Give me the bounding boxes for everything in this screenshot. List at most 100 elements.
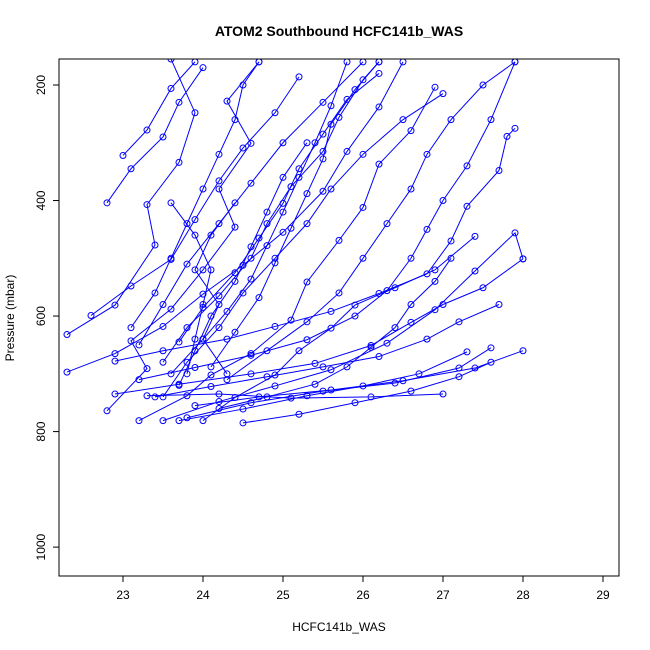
data-point-1-1 [63, 331, 71, 339]
x-tick-label-27: 27 [436, 588, 450, 602]
data-point-29-5 [303, 220, 311, 228]
data-point-16-8 [423, 225, 431, 233]
data-point-11-1 [199, 417, 207, 425]
data-point-9-8 [479, 284, 487, 292]
data-point-8-5 [415, 370, 423, 378]
profile-9 [111, 255, 527, 398]
data-point-30-6 [183, 260, 191, 268]
profile-line-18 [242, 361, 492, 424]
data-point-20-10 [375, 59, 383, 66]
data-point-21-6 [215, 150, 223, 158]
data-point-24-8 [343, 95, 351, 103]
profile-24 [175, 69, 383, 346]
data-point-20-7 [319, 155, 327, 163]
data-point-24-4 [255, 234, 263, 242]
x-axis-label: HCFC141b_WAS [292, 620, 386, 634]
data-point-14-7 [423, 270, 431, 278]
data-point-28-2 [279, 173, 287, 181]
profile-line-13 [186, 347, 492, 419]
data-point-11-5 [327, 324, 335, 332]
data-point-3-10 [407, 127, 415, 135]
data-point-11-8 [431, 266, 439, 274]
data-point-5-1 [159, 417, 167, 425]
data-point-12-9 [359, 76, 367, 84]
data-point-14-4 [271, 322, 279, 330]
data-point-12-7 [319, 147, 327, 155]
data-point-14-11 [503, 132, 511, 140]
data-point-16-11 [487, 116, 495, 124]
data-point-17-9 [327, 102, 335, 110]
data-point-8-6 [463, 348, 471, 356]
profile-line-6 [90, 76, 300, 316]
data-point-20-2 [231, 328, 239, 336]
profile-line-24 [178, 73, 380, 343]
profile-3 [135, 83, 439, 425]
data-point-10-3 [287, 394, 295, 402]
data-point-22-6 [519, 347, 527, 355]
data-point-4-2 [111, 350, 119, 358]
data-point-8-2 [239, 405, 247, 413]
data-point-19-2 [207, 383, 215, 391]
data-point-21-2 [151, 289, 159, 297]
data-point-20-8 [327, 120, 335, 128]
data-point-10-5 [439, 390, 447, 398]
data-point-7-4 [191, 59, 199, 66]
data-point-3-2 [183, 392, 191, 400]
data-point-22-1 [191, 402, 199, 410]
y-tick-label-400: 400 [34, 190, 48, 210]
data-point-21-3 [167, 254, 175, 262]
data-point-15-1 [215, 404, 223, 412]
profile-line-19 [154, 304, 500, 398]
data-point-29-3 [359, 150, 367, 158]
data-point-24-1 [175, 338, 183, 346]
data-point-6-2 [127, 282, 135, 290]
data-point-19-3 [263, 373, 271, 381]
data-point-30-1 [359, 59, 367, 66]
data-point-30-8 [135, 341, 143, 349]
data-point-1-7 [167, 59, 175, 63]
profile-30 [135, 59, 367, 349]
data-point-16-3 [247, 351, 255, 359]
data-point-3-11 [431, 83, 439, 91]
data-point-7-2 [143, 126, 151, 134]
data-point-12-6 [287, 183, 295, 191]
data-point-5-8 [511, 229, 519, 237]
profile-14 [111, 124, 519, 365]
data-point-26-5 [191, 335, 199, 343]
data-point-29-7 [239, 289, 247, 297]
profile-23 [223, 59, 519, 384]
data-point-19-8 [495, 301, 503, 309]
data-point-16-7 [407, 254, 415, 262]
profile-line-28 [178, 142, 308, 386]
data-point-16-2 [191, 363, 199, 371]
data-point-13-2 [247, 399, 255, 407]
data-point-2-3 [127, 337, 135, 345]
data-point-16-5 [351, 312, 359, 320]
profile-6 [87, 73, 303, 319]
data-point-13-1 [183, 414, 191, 422]
data-point-4-6 [279, 228, 287, 236]
data-point-3-6 [303, 278, 311, 286]
data-point-30-7 [159, 301, 167, 309]
profile-line-3 [138, 87, 436, 422]
profile-8 [175, 348, 471, 425]
profile-line-15 [218, 258, 452, 409]
data-point-30-2 [319, 98, 327, 106]
data-point-7-3 [167, 84, 175, 92]
profile-22 [191, 347, 527, 410]
data-point-24-5 [279, 199, 287, 207]
data-point-28-5 [231, 277, 239, 285]
data-point-26-1 [167, 199, 175, 207]
data-point-18-2 [295, 410, 303, 418]
data-point-16-4 [303, 336, 311, 344]
data-point-9-3 [247, 370, 255, 378]
data-point-25-3 [159, 133, 167, 141]
data-point-19-6 [423, 335, 431, 343]
data-point-18-6 [487, 358, 495, 366]
data-point-2-7 [215, 185, 223, 193]
x-tick-label-29: 29 [596, 588, 610, 602]
data-point-6-1 [87, 311, 95, 319]
profile-line-10 [146, 393, 444, 399]
data-point-1-3 [151, 241, 159, 249]
data-point-3-9 [375, 160, 383, 168]
